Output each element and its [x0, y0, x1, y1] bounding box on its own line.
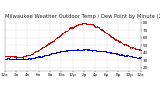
Text: Milwaukee Weather Outdoor Temp / Dew Point by Minute (24 Hours) (Alternate): Milwaukee Weather Outdoor Temp / Dew Poi…	[5, 14, 160, 19]
